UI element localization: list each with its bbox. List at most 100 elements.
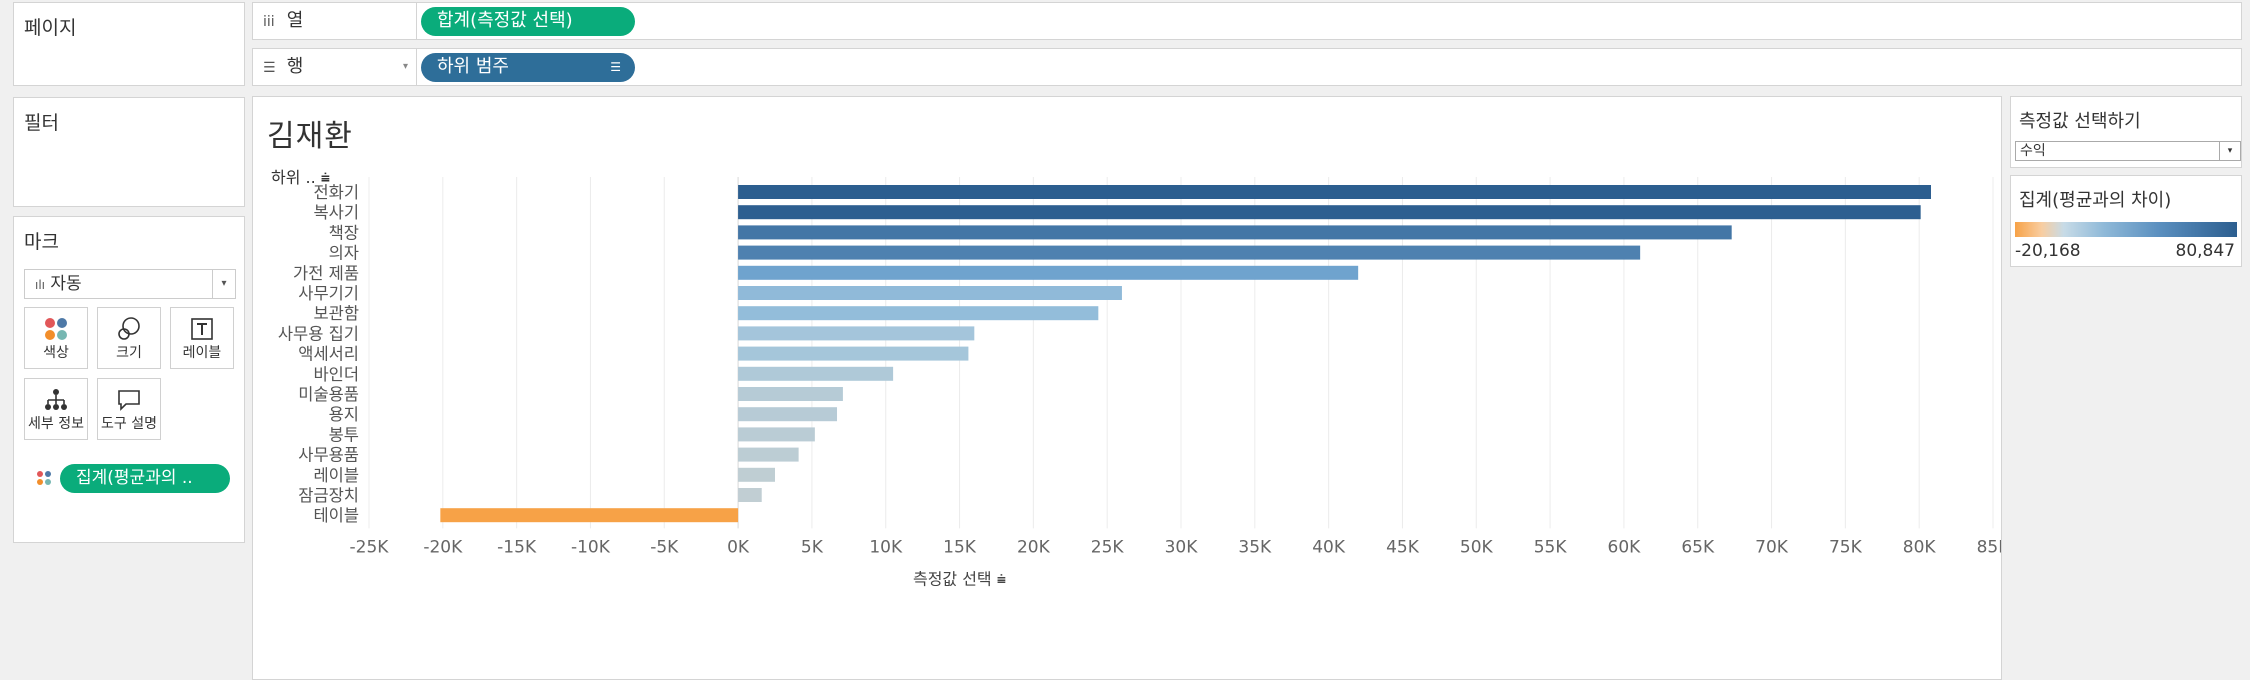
x-tick-label: 20K: [1017, 537, 1051, 557]
x-tick-label: 70K: [1755, 537, 1789, 557]
x-tick-label: 80K: [1903, 537, 1937, 557]
category-label: 책장: [329, 223, 359, 242]
size-button[interactable]: 크기: [97, 307, 161, 369]
label-label: 레이블: [182, 345, 222, 361]
category-label: 바인더: [313, 365, 359, 384]
bar-chart-icon: ılı: [35, 278, 46, 292]
color-legend-gradient: [2015, 222, 2237, 237]
category-label: 테이블: [313, 506, 359, 525]
x-tick-label: 5K: [801, 537, 824, 557]
columns-shelf[interactable]: iii 열 합계(측정값 선택): [252, 2, 2242, 40]
chevron-down-icon[interactable]: ▾: [402, 61, 408, 72]
x-tick-label: -10K: [571, 537, 611, 557]
parameter-title: 측정값 선택하기: [2019, 111, 2141, 132]
bar: [738, 225, 1732, 240]
bar: [738, 387, 843, 401]
label-button[interactable]: 레이블: [170, 307, 234, 369]
x-tick-label: 15K: [943, 537, 977, 557]
x-tick-label: 0K: [727, 537, 750, 557]
bar: [738, 205, 1921, 220]
category-label: 미술용품: [298, 385, 359, 404]
x-tick-label: 35K: [1238, 537, 1272, 557]
color-field-pill[interactable]: 집계(평균과의 ..: [60, 464, 230, 493]
columns-label-text: 열: [286, 10, 304, 31]
row-header: 하위 .. ⩧: [271, 168, 330, 187]
rows-label-text: 행: [286, 56, 304, 77]
parameter-card: 측정값 선택하기 수익 ▾: [2010, 96, 2242, 168]
x-tick-label: 85K: [1977, 537, 2001, 557]
x-tick-label: -25K: [350, 537, 390, 557]
chevron-down-icon[interactable]: ▾: [212, 270, 235, 298]
bar: [738, 427, 815, 442]
bar: [738, 366, 894, 381]
x-tick-label: 75K: [1829, 537, 1863, 557]
x-tick-label: 50K: [1460, 537, 1494, 557]
color-label: 색상: [43, 345, 69, 361]
bar: [738, 326, 975, 341]
size-label: 크기: [116, 345, 142, 361]
tooltip-icon: [118, 390, 140, 411]
filters-card[interactable]: 필터: [13, 97, 245, 207]
bar: [738, 245, 1641, 260]
color-field-pill-label: 집계(평균과의 ..: [76, 468, 193, 488]
category-label: 보관함: [313, 304, 359, 323]
category-label: 사무용 집기: [278, 324, 359, 343]
parameter-value: 수익: [2020, 143, 2046, 159]
chevron-down-icon[interactable]: ▾: [2219, 142, 2240, 160]
columns-pill-label: 합계(측정값 선택): [437, 10, 573, 31]
category-label: 용지: [329, 405, 359, 424]
x-tick-label: 65K: [1681, 537, 1715, 557]
bar: [738, 467, 775, 482]
bar: [738, 286, 1122, 300]
bar: [738, 346, 969, 361]
tooltip-button[interactable]: 도구 설명: [97, 378, 161, 440]
detail-icon: [45, 389, 67, 410]
x-tick-label: 25K: [1091, 537, 1125, 557]
bar: [738, 185, 1931, 199]
color-legend-card: 집계(평균과의 차이) -20,168 80,847: [2010, 175, 2242, 267]
x-tick-label: 40K: [1312, 537, 1346, 557]
bar: [738, 265, 1359, 280]
detail-label: 세부 정보: [28, 416, 84, 432]
bar-chart: -25K -20K -15K -10K -5K 0K 5K 10K 15K 20K 25K 30K 35…: [271, 168, 2001, 588]
sort-icon[interactable]: ☰: [610, 60, 621, 74]
x-tick-label: -5K: [650, 537, 679, 557]
category-label: 사무용품: [298, 446, 359, 465]
rows-pill-label: 하위 범주: [437, 56, 509, 77]
marks-title: 마크: [24, 231, 59, 253]
color-legend-min: -20,168: [2015, 241, 2081, 261]
x-tick-label: 45K: [1386, 537, 1420, 557]
color-icon: [37, 471, 51, 485]
bar: [738, 447, 799, 462]
color-legend-max: 80,847: [2175, 241, 2235, 261]
color-icon: [45, 318, 67, 340]
mark-type-dropdown[interactable]: ılı 자동 ▾: [24, 269, 236, 299]
category-label: 사무기기: [298, 284, 359, 303]
detail-button[interactable]: 세부 정보: [24, 378, 88, 440]
category-label: 봉투: [329, 425, 359, 444]
viz-area: 김재환 -25K -20K -15K -10K -5K 0K 5K 10K 15K 20K 25K 3…: [252, 96, 2002, 680]
parameter-dropdown[interactable]: 수익 ▾: [2015, 141, 2241, 161]
category-label: 의자: [329, 244, 359, 263]
category-label: 전화기: [313, 183, 359, 202]
color-legend-title: 집계(평균과의 차이): [2019, 190, 2172, 211]
viz-title: 김재환: [267, 119, 353, 154]
rows-icon: ☰: [263, 60, 276, 76]
rows-pill[interactable]: 하위 범주 ☰: [421, 53, 635, 82]
bar: [738, 306, 1099, 321]
pages-title: 페이지: [24, 17, 77, 39]
rows-shelf[interactable]: ☰ 행 ▾ 하위 범주 ☰: [252, 48, 2242, 86]
bar: [738, 488, 762, 502]
columns-pill[interactable]: 합계(측정값 선택): [421, 7, 635, 36]
filters-title: 필터: [24, 112, 59, 134]
tooltip-label: 도구 설명: [101, 416, 157, 432]
category-label: 복사기: [313, 203, 359, 222]
color-button[interactable]: 색상: [24, 307, 88, 369]
columns-shelf-label: iii 열: [253, 3, 417, 39]
pages-card[interactable]: 페이지: [13, 2, 245, 86]
mark-type-value: 자동: [50, 274, 82, 294]
category-label: 잠금장치: [298, 486, 359, 505]
rows-shelf-label: ☰ 행 ▾: [253, 49, 417, 85]
x-axis-title: 측정값 선택 ⩧: [913, 569, 1006, 588]
bar: [738, 407, 838, 422]
